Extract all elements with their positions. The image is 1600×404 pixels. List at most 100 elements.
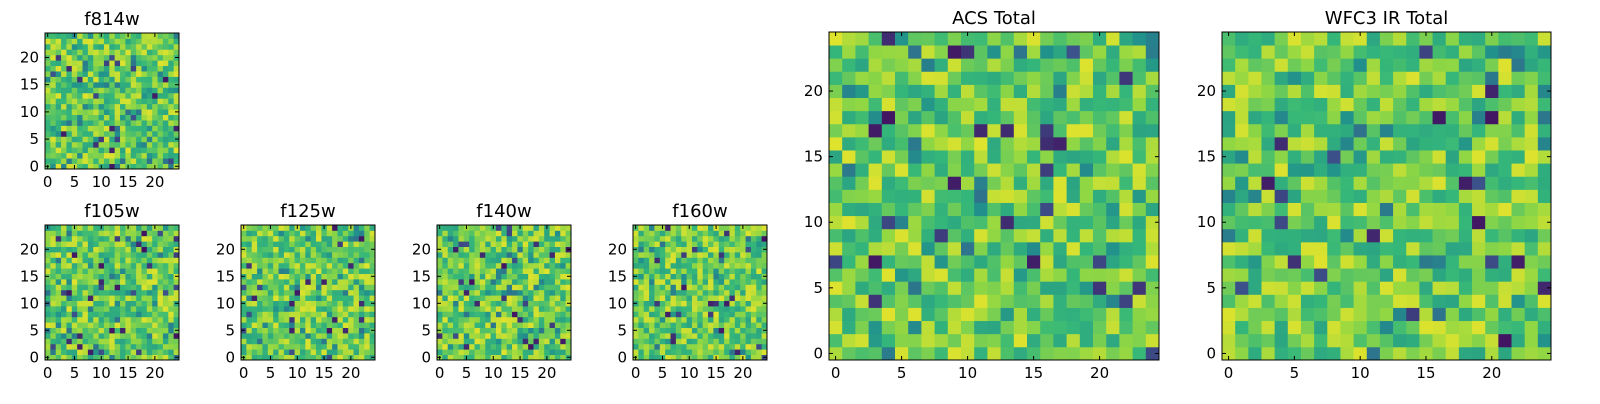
heatmap-cell bbox=[1119, 71, 1133, 85]
heatmap-cell bbox=[987, 228, 1001, 243]
heatmap-cell bbox=[93, 246, 99, 253]
heatmap-cell bbox=[750, 354, 757, 361]
heatmap-cell bbox=[1406, 45, 1420, 59]
heatmap-cell bbox=[659, 257, 666, 264]
heatmap-cell bbox=[125, 262, 132, 269]
heatmap-cell bbox=[1027, 84, 1041, 98]
heatmap-cell bbox=[974, 241, 988, 256]
heatmap-cell bbox=[1537, 84, 1552, 98]
heatmap-cell bbox=[93, 241, 99, 247]
heatmap-cell bbox=[55, 147, 62, 154]
heatmap-cell bbox=[66, 343, 73, 350]
heatmap-cell bbox=[1235, 71, 1249, 85]
heatmap-cell bbox=[337, 273, 344, 280]
heatmap-cell bbox=[512, 262, 518, 269]
heatmap-cell bbox=[82, 141, 89, 148]
heatmap-cell bbox=[114, 130, 121, 137]
heatmap-cell bbox=[141, 354, 148, 361]
heatmap-cell bbox=[565, 252, 572, 258]
heatmap-cell bbox=[761, 241, 768, 247]
heatmap-cell bbox=[294, 327, 301, 334]
heatmap-cell bbox=[1406, 150, 1420, 164]
heatmap-cell bbox=[157, 349, 164, 355]
heatmap-cell bbox=[512, 279, 518, 285]
x-tick-label: 10 bbox=[92, 364, 111, 382]
heatmap-cell bbox=[50, 268, 57, 274]
heatmap-cell bbox=[162, 152, 169, 159]
heatmap-cell bbox=[1093, 255, 1107, 269]
heatmap-cell bbox=[1119, 32, 1133, 46]
heatmap-cell bbox=[168, 284, 175, 291]
heatmap-cell bbox=[1235, 123, 1249, 138]
heatmap-cell bbox=[1066, 346, 1081, 361]
heatmap-cell bbox=[1145, 228, 1160, 243]
heatmap-cell bbox=[321, 295, 328, 301]
heatmap-cell bbox=[299, 252, 306, 258]
heatmap-cell bbox=[670, 333, 677, 339]
heatmap-cell bbox=[87, 125, 94, 132]
heatmap-cell bbox=[1053, 58, 1067, 72]
heatmap-cell bbox=[310, 268, 317, 274]
heatmap-cell bbox=[141, 289, 148, 296]
y-tick-label: 15 bbox=[20, 267, 39, 285]
heatmap-cell bbox=[1340, 307, 1354, 322]
heatmap-cell bbox=[855, 58, 869, 72]
heatmap-cell bbox=[114, 306, 121, 312]
heatmap-cell bbox=[1261, 307, 1276, 322]
heatmap-cell bbox=[1013, 333, 1028, 348]
heatmap-cell bbox=[93, 343, 99, 350]
heatmap-cell bbox=[1013, 32, 1028, 46]
heatmap-cell bbox=[495, 311, 502, 318]
heatmap-cell bbox=[479, 338, 486, 345]
heatmap-cell bbox=[659, 289, 666, 296]
heatmap-cell bbox=[842, 228, 856, 243]
heatmap-cell bbox=[93, 295, 99, 301]
heatmap-cell bbox=[87, 114, 94, 121]
heatmap-cell bbox=[125, 327, 132, 334]
heatmap-cell bbox=[141, 284, 148, 291]
heatmap-cell bbox=[934, 32, 949, 46]
heatmap-cell bbox=[152, 136, 158, 143]
heatmap-cell bbox=[364, 230, 371, 237]
heatmap-cell bbox=[708, 300, 714, 307]
heatmap-cell bbox=[141, 120, 148, 126]
heatmap-cell bbox=[829, 346, 843, 361]
heatmap-cell bbox=[1079, 123, 1094, 138]
heatmap-cell bbox=[1511, 136, 1526, 151]
heatmap-cell bbox=[141, 268, 148, 274]
heatmap-cell bbox=[485, 230, 491, 237]
heatmap-cell bbox=[114, 316, 121, 323]
heatmap-cell bbox=[1498, 32, 1512, 46]
heatmap-cell bbox=[1274, 189, 1289, 203]
heatmap-cell bbox=[549, 333, 556, 339]
heatmap-cell bbox=[146, 120, 153, 126]
heatmap-cell bbox=[538, 284, 545, 291]
heatmap-cell bbox=[1027, 45, 1041, 59]
heatmap-cell bbox=[947, 281, 962, 295]
heatmap-cell bbox=[1287, 228, 1302, 243]
heatmap-cell bbox=[130, 33, 137, 39]
heatmap-cell bbox=[1053, 268, 1067, 282]
heatmap-cell bbox=[1235, 255, 1249, 269]
heatmap-cell bbox=[162, 284, 169, 291]
heatmap-cell bbox=[125, 300, 132, 307]
heatmap-cell bbox=[1458, 346, 1473, 361]
heatmap-cell bbox=[87, 343, 94, 350]
heatmap-cell bbox=[495, 349, 502, 355]
heatmap-cell bbox=[173, 235, 180, 242]
heatmap-cell bbox=[506, 306, 513, 312]
heatmap-cell bbox=[136, 136, 142, 143]
heatmap-cell bbox=[130, 65, 137, 72]
heatmap-cell bbox=[1093, 123, 1107, 138]
heatmap-cell bbox=[1445, 136, 1460, 151]
heatmap-cell bbox=[649, 311, 655, 318]
heatmap-cell bbox=[565, 225, 572, 231]
heatmap-cell bbox=[136, 92, 142, 99]
heatmap-cell bbox=[665, 262, 671, 269]
heatmap-cell bbox=[485, 322, 491, 328]
heatmap-cell bbox=[842, 189, 856, 203]
heatmap-cell bbox=[708, 268, 714, 274]
heatmap-cell bbox=[713, 284, 720, 291]
heatmap-cell bbox=[1327, 97, 1341, 112]
heatmap-cell bbox=[114, 38, 121, 45]
